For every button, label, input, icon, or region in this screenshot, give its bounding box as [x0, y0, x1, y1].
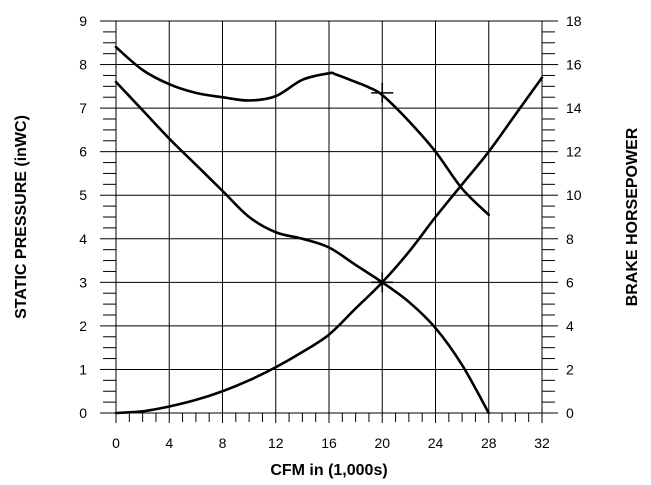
y-left-axis-title: STATIC PRESSURE (inWC)	[13, 115, 30, 319]
x-tick-label: 8	[219, 435, 227, 451]
system-resistance-curve	[114, 76, 544, 415]
operating-point-marker	[371, 82, 394, 103]
x-tick-label: 0	[112, 435, 120, 451]
operating-point-marker	[371, 272, 394, 293]
x-tick-label: 32	[534, 435, 550, 451]
y-right-tick-label: 12	[566, 144, 582, 160]
x-axis-title: CFM in (1,000s)	[270, 462, 387, 479]
y-left-tick-label: 7	[79, 100, 87, 116]
y-right-tick-label: 10	[566, 187, 582, 203]
y-left-tick-label: 5	[79, 187, 87, 203]
y-left-tick-label: 0	[79, 405, 87, 421]
y-right-tick-label: 14	[566, 100, 582, 116]
y-right-tick-label: 2	[566, 361, 574, 377]
y-right-tick-label: 18	[566, 13, 582, 29]
marker-layer	[371, 82, 394, 293]
chart-grid	[116, 21, 542, 413]
x-tick-label: 28	[481, 435, 497, 451]
y-right-tick-label: 0	[566, 405, 574, 421]
y-left-tick-label: 4	[79, 231, 87, 247]
y-left-tick-label: 8	[79, 57, 87, 73]
y-right-axis-title: BRAKE HORSEPOWER	[624, 127, 641, 306]
y-left-tick-label: 3	[79, 274, 87, 290]
static-pressure-curve	[114, 80, 491, 415]
x-tick-label: 12	[268, 435, 284, 451]
x-tick-label: 16	[321, 435, 337, 451]
x-tick-label: 20	[374, 435, 390, 451]
brake-horsepower-curve	[114, 45, 491, 217]
x-tick-labels: 0 4 8 12 16 20 24 28 32	[112, 435, 550, 451]
y-left-tick-labels: 0 1 2 3 4 5 6 7 8 9	[79, 13, 87, 421]
y-right-tick-label: 8	[566, 231, 574, 247]
x-tick-label: 4	[165, 435, 173, 451]
y-left-tick-label: 6	[79, 144, 87, 160]
y-right-tick-label: 4	[566, 318, 574, 334]
y-left-tick-label: 9	[79, 13, 87, 29]
plot-frame	[115, 20, 543, 414]
series-layer	[114, 45, 544, 415]
y-right-tick-label: 6	[566, 274, 574, 290]
y-right-tick-label: 16	[566, 57, 582, 73]
minor-ticks	[100, 20, 558, 423]
y-left-tick-label: 2	[79, 318, 87, 334]
y-left-tick-label: 1	[79, 361, 87, 377]
y-right-tick-labels: 0 2 4 6 8 10 12 14 16 18	[566, 13, 582, 421]
x-tick-label: 24	[428, 435, 444, 451]
